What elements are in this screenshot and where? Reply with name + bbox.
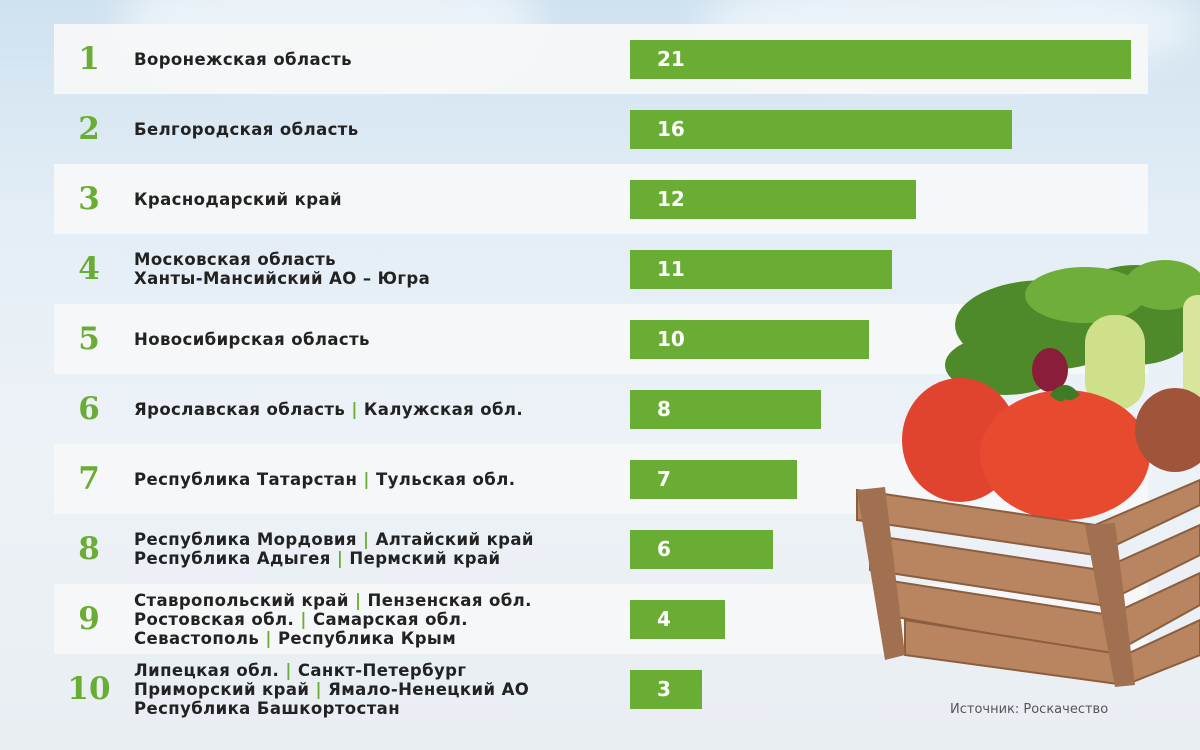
separator: |	[259, 628, 278, 648]
region-name: Ханты-Мансийский АО – Югра	[134, 269, 431, 288]
region-name: Московская область	[134, 250, 337, 269]
region-name: Севастополь	[134, 628, 260, 648]
region-line: Ханты-Мансийский АО – Югра	[134, 269, 624, 288]
bar-value-label: 3	[657, 677, 671, 701]
region-name: Тульская обл.	[375, 469, 516, 489]
region-name: Ростовская обл.	[134, 609, 295, 629]
region-names: Воронежская область	[134, 24, 624, 94]
value-bar: 4	[630, 600, 725, 639]
value-bar: 16	[630, 110, 1012, 149]
region-name: Краснодарский край	[134, 189, 342, 209]
region-names: Республика Мордовия | Алтайский край Респ…	[134, 514, 624, 584]
region-line: Ярославская область | Калужская обл.	[134, 400, 624, 419]
region-name: Пензенская обл.	[367, 590, 532, 610]
region-name: Ставропольский край	[134, 590, 349, 610]
region-line: Приморский край | Ямало-Ненецкий АО	[134, 680, 624, 699]
region-names: Новосибирская область	[134, 304, 624, 374]
region-names: Липецкая обл. | Санкт-Петербург Приморски…	[134, 654, 624, 724]
rank-number: 10	[67, 671, 111, 707]
region-names: Ставропольский край | Пензенская обл. Рос…	[134, 584, 624, 654]
bar-value-label: 7	[657, 467, 671, 491]
rank-number: 7	[78, 461, 100, 497]
source-note: Источник: Роскачество	[950, 702, 1109, 717]
value-bar: 3	[630, 670, 702, 709]
separator: |	[279, 660, 298, 680]
region-name: Республика Крым	[277, 628, 457, 648]
value-bar: 21	[630, 40, 1131, 79]
rank-number: 9	[78, 601, 100, 637]
region-line: Новосибирская область	[134, 330, 624, 349]
rank-number: 6	[78, 391, 100, 427]
region-line: Севастополь | Республика Крым	[134, 629, 624, 648]
bar-value-label: 10	[657, 327, 685, 351]
value-bar: 10	[630, 320, 869, 359]
region-name: Приморский край	[134, 679, 310, 699]
rank-number: 5	[78, 321, 100, 357]
region-names: Краснодарский край	[134, 164, 624, 234]
region-name: Санкт-Петербург	[297, 660, 467, 680]
region-name: Самарская обл.	[312, 609, 468, 629]
region-name: Белгородская область	[134, 119, 359, 139]
region-name: Липецкая обл.	[134, 660, 280, 680]
region-names: Республика Татарстан | Тульская обл.	[134, 444, 624, 514]
value-bar: 12	[630, 180, 916, 219]
region-names: Белгородская область	[134, 94, 624, 164]
region-line: Воронежская область	[134, 50, 624, 69]
region-names: Московская область Ханты-Мансийский АО – …	[134, 234, 624, 304]
separator: |	[294, 609, 313, 629]
region-line: Ростовская обл. | Самарская обл.	[134, 610, 624, 629]
region-line: Краснодарский край	[134, 190, 624, 209]
rank-number: 4	[78, 251, 100, 287]
rank-number: 3	[78, 181, 100, 217]
separator: |	[330, 549, 350, 568]
bar-value-label: 21	[657, 47, 685, 71]
region-names: Ярославская область | Калужская обл.	[134, 374, 624, 444]
separator: |	[348, 590, 368, 610]
value-bar: 11	[630, 250, 892, 289]
region-name: Алтайский край	[375, 530, 534, 549]
region-name: Ярославская область	[134, 399, 346, 419]
region-line: Ставропольский край | Пензенская обл.	[134, 591, 624, 610]
region-name: Пермский край	[349, 549, 501, 568]
region-name: Республика Адыгея	[134, 549, 331, 568]
bar-value-label: 12	[657, 187, 685, 211]
separator: |	[357, 469, 376, 489]
region-line: Республика Адыгея | Пермский край	[134, 549, 624, 568]
separator: |	[356, 530, 376, 549]
separator: |	[309, 679, 329, 699]
value-bar: 7	[630, 460, 797, 499]
region-line: Белгородская область	[134, 120, 624, 139]
ranking-row: 1 Воронежская область 21	[54, 24, 1148, 94]
ranking-row: 8 Республика Мордовия | Алтайский край Рес…	[54, 514, 1148, 584]
region-line: Московская область	[134, 250, 624, 269]
region-name: Республика Татарстан	[134, 469, 358, 489]
value-bar: 8	[630, 390, 821, 429]
ranking-row: 10 Липецкая обл. | Санкт-Петербург Приморс…	[54, 654, 1148, 724]
vegetable-crate-icon	[856, 260, 1200, 687]
region-line: Липецкая обл. | Санкт-Петербург	[134, 661, 624, 680]
ranking-row: 3 Краснодарский край 12	[54, 164, 1148, 234]
rank-number: 8	[78, 531, 100, 567]
region-name: Республика Башкортостан	[134, 698, 401, 718]
region-name: Воронежская область	[134, 49, 352, 69]
value-bar: 6	[630, 530, 773, 569]
ranking-row: 4 Московская область Ханты-Мансийский АО –…	[54, 234, 1148, 304]
region-name: Республика Мордовия	[134, 530, 357, 549]
region-name: Ямало-Ненецкий АО	[328, 679, 530, 699]
bar-value-label: 16	[657, 117, 685, 141]
rank-number: 1	[78, 41, 100, 77]
bar-value-label: 4	[657, 607, 671, 631]
region-name: Новосибирская область	[134, 329, 370, 349]
bar-value-label: 6	[657, 537, 671, 561]
rank-number: 2	[78, 111, 100, 147]
bar-value-label: 11	[657, 257, 685, 281]
region-name: Калужская обл.	[363, 399, 524, 419]
region-line: Республика Татарстан | Тульская обл.	[134, 470, 624, 489]
separator: |	[345, 399, 364, 419]
region-line: Республика Башкортостан	[134, 699, 624, 718]
ranking-row: 6 Ярославская область | Калужская обл. 8	[54, 374, 1148, 444]
region-line: Республика Мордовия | Алтайский край	[134, 530, 624, 549]
ranking-row: 2 Белгородская область 16	[54, 94, 1148, 164]
bar-value-label: 8	[657, 397, 671, 421]
